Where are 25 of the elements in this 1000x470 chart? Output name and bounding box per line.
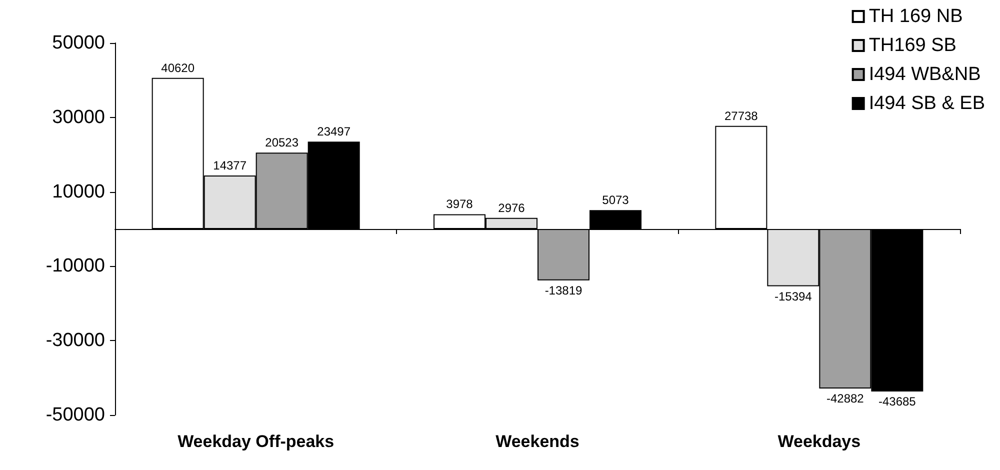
y-tick-label: 30000 xyxy=(52,106,105,128)
data-label: 23497 xyxy=(317,124,351,139)
x-tick-label: Weekends xyxy=(496,432,580,451)
data-label: 27738 xyxy=(724,108,758,123)
y-tick-label: 50000 xyxy=(52,32,105,54)
y-tick-label: 10000 xyxy=(52,181,105,202)
data-label: 3978 xyxy=(446,197,474,212)
x-tick-label: Weekdays xyxy=(778,432,861,451)
data-label: -42882 xyxy=(826,392,864,406)
y-tick-label: -30000 xyxy=(46,330,105,352)
data-label: 40620 xyxy=(161,60,195,75)
data-label: 20523 xyxy=(265,136,299,150)
data-label: 5073 xyxy=(602,193,630,208)
legend-label: TH 169 NB xyxy=(868,6,963,27)
data-label: 14377 xyxy=(213,158,247,173)
y-tick-label: -10000 xyxy=(46,256,105,277)
legend-label: I494 SB & EB xyxy=(868,93,986,114)
x-tick-label: Weekday Off-peaks xyxy=(178,432,334,451)
y-tick-label: -50000 xyxy=(46,404,105,426)
data-label: -15394 xyxy=(774,289,812,304)
data-label: -43685 xyxy=(878,394,916,409)
legend-label: I494 WB&NB xyxy=(868,64,981,85)
data-label: -13819 xyxy=(544,283,583,298)
legend-label: TH169 SB xyxy=(868,35,956,56)
data-label: 2976 xyxy=(498,200,526,215)
